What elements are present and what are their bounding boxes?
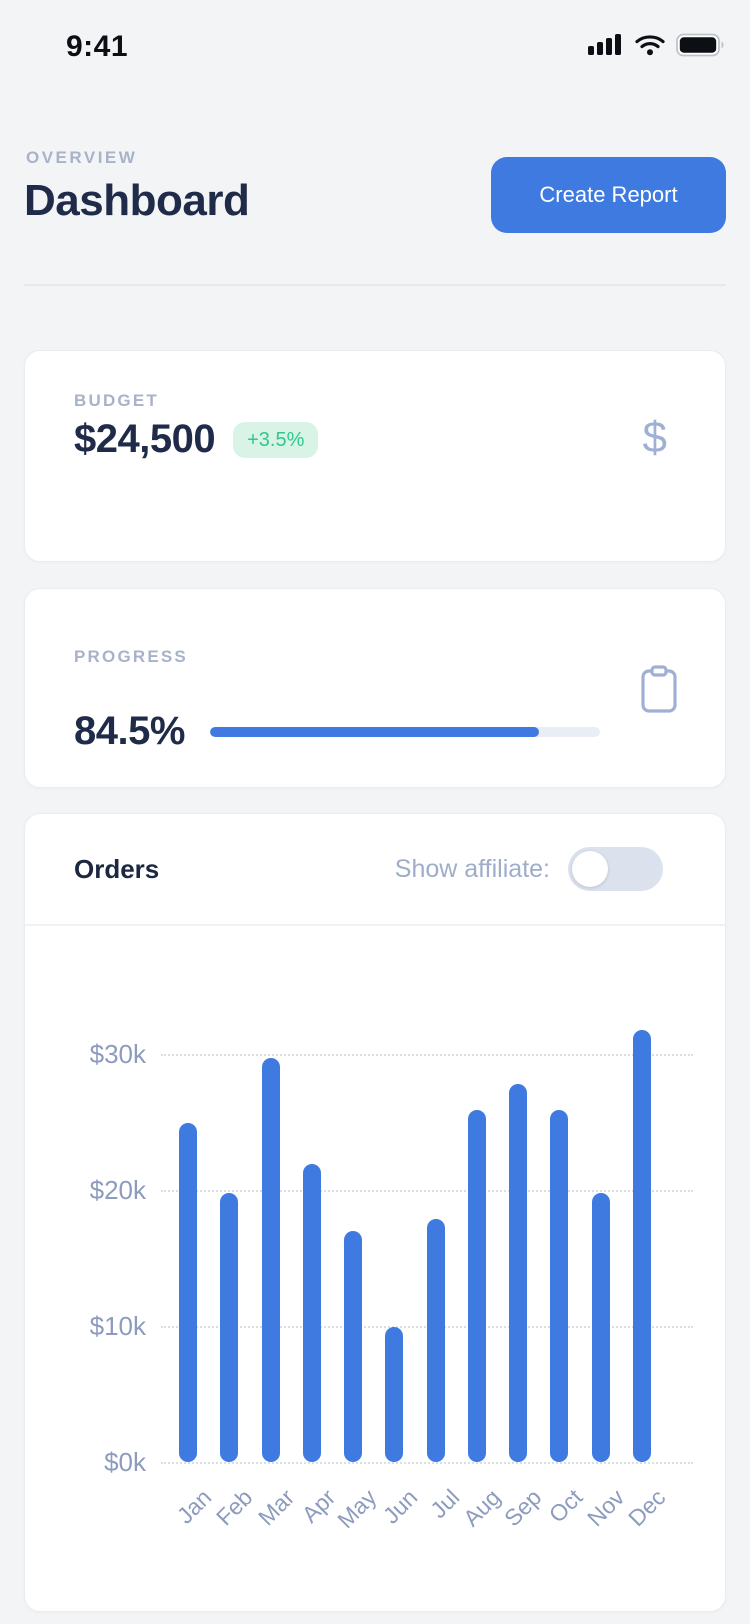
orders-card: Orders Show affiliate: $0k $10k $20k $30k Ja…: [24, 813, 726, 1612]
affiliate-toggle-knob: [572, 851, 608, 887]
chart-bar-sep[interactable]: [509, 1083, 528, 1462]
orders-title: Orders: [74, 853, 160, 884]
y-axis-tick: $0k: [104, 1447, 146, 1477]
x-axis-tick-jul: Jul: [424, 1484, 464, 1524]
header-divider: [24, 284, 726, 286]
page-title: Dashboard: [24, 176, 250, 225]
chart-bar-nov[interactable]: [591, 1192, 610, 1462]
x-axis-tick-oct: Oct: [544, 1484, 588, 1528]
x-axis-tick-dec: Dec: [623, 1484, 671, 1532]
status-time: 9:41: [66, 30, 129, 63]
affiliate-toggle[interactable]: [568, 847, 663, 891]
budget-delta-badge: +3.5%: [233, 421, 319, 458]
orders-bar-chart: $0k $10k $20k $30k Jan Feb Mar Apr May Jun Jul Aug S…: [25, 926, 725, 1613]
budget-label: BUDGET: [74, 391, 159, 410]
battery-icon: [676, 33, 726, 62]
progress-value: 84.5%: [74, 709, 185, 753]
progress-bar-track: [209, 726, 600, 737]
chart-bar-jun[interactable]: [385, 1327, 404, 1462]
wifi-icon: [634, 33, 666, 62]
chart-bar-oct[interactable]: [550, 1109, 569, 1462]
y-axis-tick: $30k: [89, 1039, 146, 1069]
progress-label: PROGRESS: [74, 647, 188, 666]
gridline-$0k: [161, 1462, 693, 1464]
x-axis-tick-jun: Jun: [378, 1484, 423, 1529]
x-axis-tick-mar: Mar: [252, 1484, 299, 1531]
affiliate-toggle-label: Show affiliate:: [394, 854, 550, 883]
x-axis-tick-feb: Feb: [211, 1484, 258, 1531]
chart-bar-mar[interactable]: [261, 1058, 280, 1462]
chart-bar-dec[interactable]: [632, 1029, 651, 1462]
chart-bar-aug[interactable]: [467, 1109, 486, 1462]
budget-card: BUDGET $24,500 +3.5% $: [24, 350, 726, 562]
x-axis-tick-aug: Aug: [457, 1484, 506, 1532]
y-axis-tick: $20k: [89, 1175, 146, 1205]
x-axis-tick-nov: Nov: [581, 1484, 630, 1532]
gridline-$20k: [161, 1190, 693, 1192]
progress-card: PROGRESS 84.5%: [24, 588, 726, 788]
chart-bar-jan[interactable]: [179, 1123, 197, 1462]
budget-value-row: $24,500 +3.5%: [74, 417, 319, 462]
cellular-signal-icon: [588, 33, 624, 62]
create-report-button[interactable]: Create Report: [491, 157, 726, 233]
status-icons: [588, 33, 726, 62]
chart-bar-jul[interactable]: [426, 1218, 445, 1462]
chart-bar-feb[interactable]: [220, 1192, 239, 1462]
progress-row: 84.5%: [74, 709, 600, 754]
chart-bar-apr[interactable]: [302, 1164, 321, 1462]
x-axis-tick-jan: Jan: [171, 1484, 217, 1529]
x-axis-tick-apr: Apr: [296, 1484, 341, 1528]
status-bar: 9:41: [0, 0, 750, 90]
clipboard-icon: [641, 665, 677, 718]
x-axis-tick-may: May: [332, 1484, 382, 1534]
chart-bar-may[interactable]: [344, 1230, 363, 1462]
dollar-icon: $: [642, 413, 667, 462]
y-axis-tick: $10k: [89, 1311, 146, 1341]
overview-eyebrow: OVERVIEW: [26, 148, 138, 167]
progress-bar-fill: [209, 726, 540, 737]
budget-value: $24,500: [74, 417, 216, 461]
gridline-$30k: [161, 1054, 693, 1056]
affiliate-toggle-group: Show affiliate:: [395, 847, 663, 891]
orders-card-header: Orders Show affiliate:: [25, 814, 725, 926]
x-axis-tick-sep: Sep: [499, 1484, 547, 1532]
